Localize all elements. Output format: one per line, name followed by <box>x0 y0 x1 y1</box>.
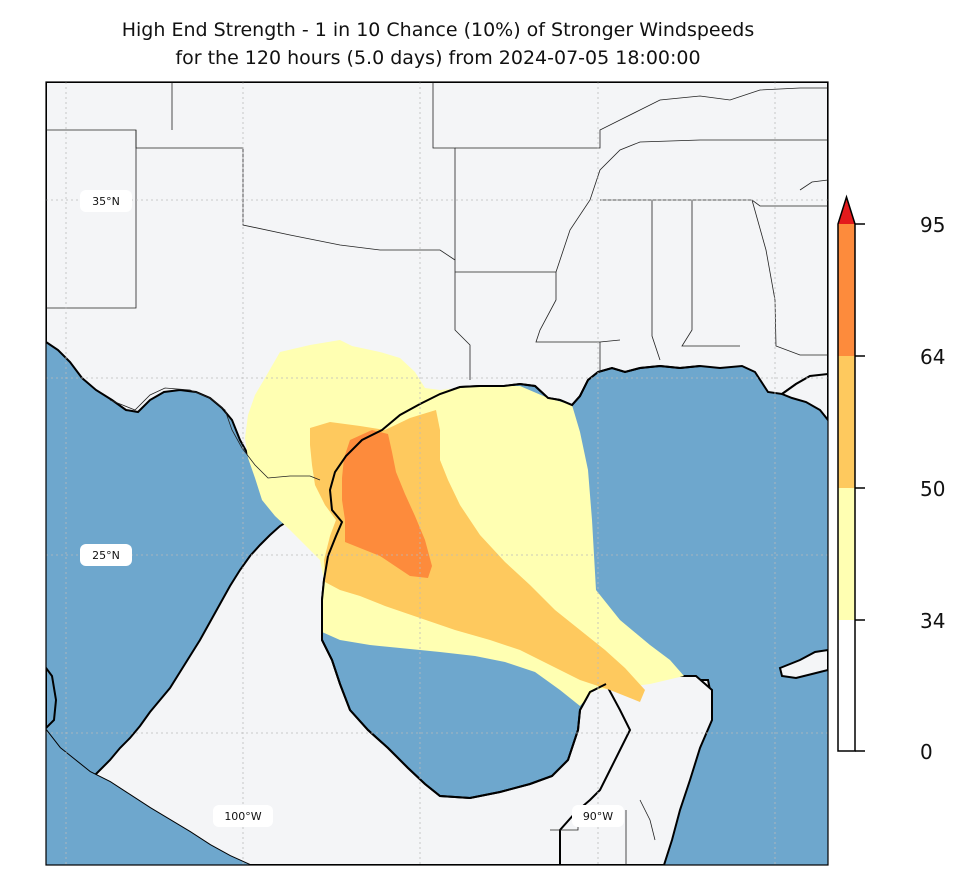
lat-label-35: 35°N <box>80 190 132 212</box>
baja-coast <box>46 666 58 730</box>
colorbar-segment-64-95 <box>838 224 855 356</box>
colorbar-tick-label-95: 95 <box>920 213 946 237</box>
colorbar-segment-34-50 <box>838 488 855 620</box>
graticule-lines <box>46 82 828 865</box>
colorbar-ticks <box>855 223 865 752</box>
colorbar-tick-label-50: 50 <box>920 477 946 501</box>
svg-text:100°W: 100°W <box>224 810 261 823</box>
svg-text:35°N: 35°N <box>92 195 120 208</box>
land-cuba <box>778 648 828 680</box>
lat-label-25: 25°N <box>80 544 132 566</box>
land-florida <box>779 372 828 422</box>
colorbar-tick-label-64: 64 <box>920 345 946 369</box>
colorbar-tick-label-34: 34 <box>920 609 946 633</box>
colorbar-segment-50-64 <box>838 356 855 488</box>
colorbar-outline <box>837 194 856 752</box>
colorbar-extend-arrow <box>838 197 855 224</box>
map-frame <box>45 81 829 866</box>
state-borders <box>46 82 828 865</box>
lon-label-100w: 100°W <box>213 805 273 827</box>
svg-text:90°W: 90°W <box>583 810 613 823</box>
map-title-line-2: for the 120 hours (5.0 days) from 2024-0… <box>175 47 701 69</box>
colorbar-tick-label-0: 0 <box>920 740 933 764</box>
colorbar-segment-0-34 <box>838 620 855 751</box>
lon-label-90w: 90°W <box>572 805 624 827</box>
colorbar <box>837 194 865 752</box>
gulf-coastline <box>321 364 701 800</box>
wind-band-64-95 <box>342 430 432 578</box>
pacific-ocean <box>46 730 250 865</box>
svg-text:25°N: 25°N <box>92 549 120 562</box>
map-title-line-1: High End Strength - 1 in 10 Chance (10%)… <box>121 19 755 41</box>
